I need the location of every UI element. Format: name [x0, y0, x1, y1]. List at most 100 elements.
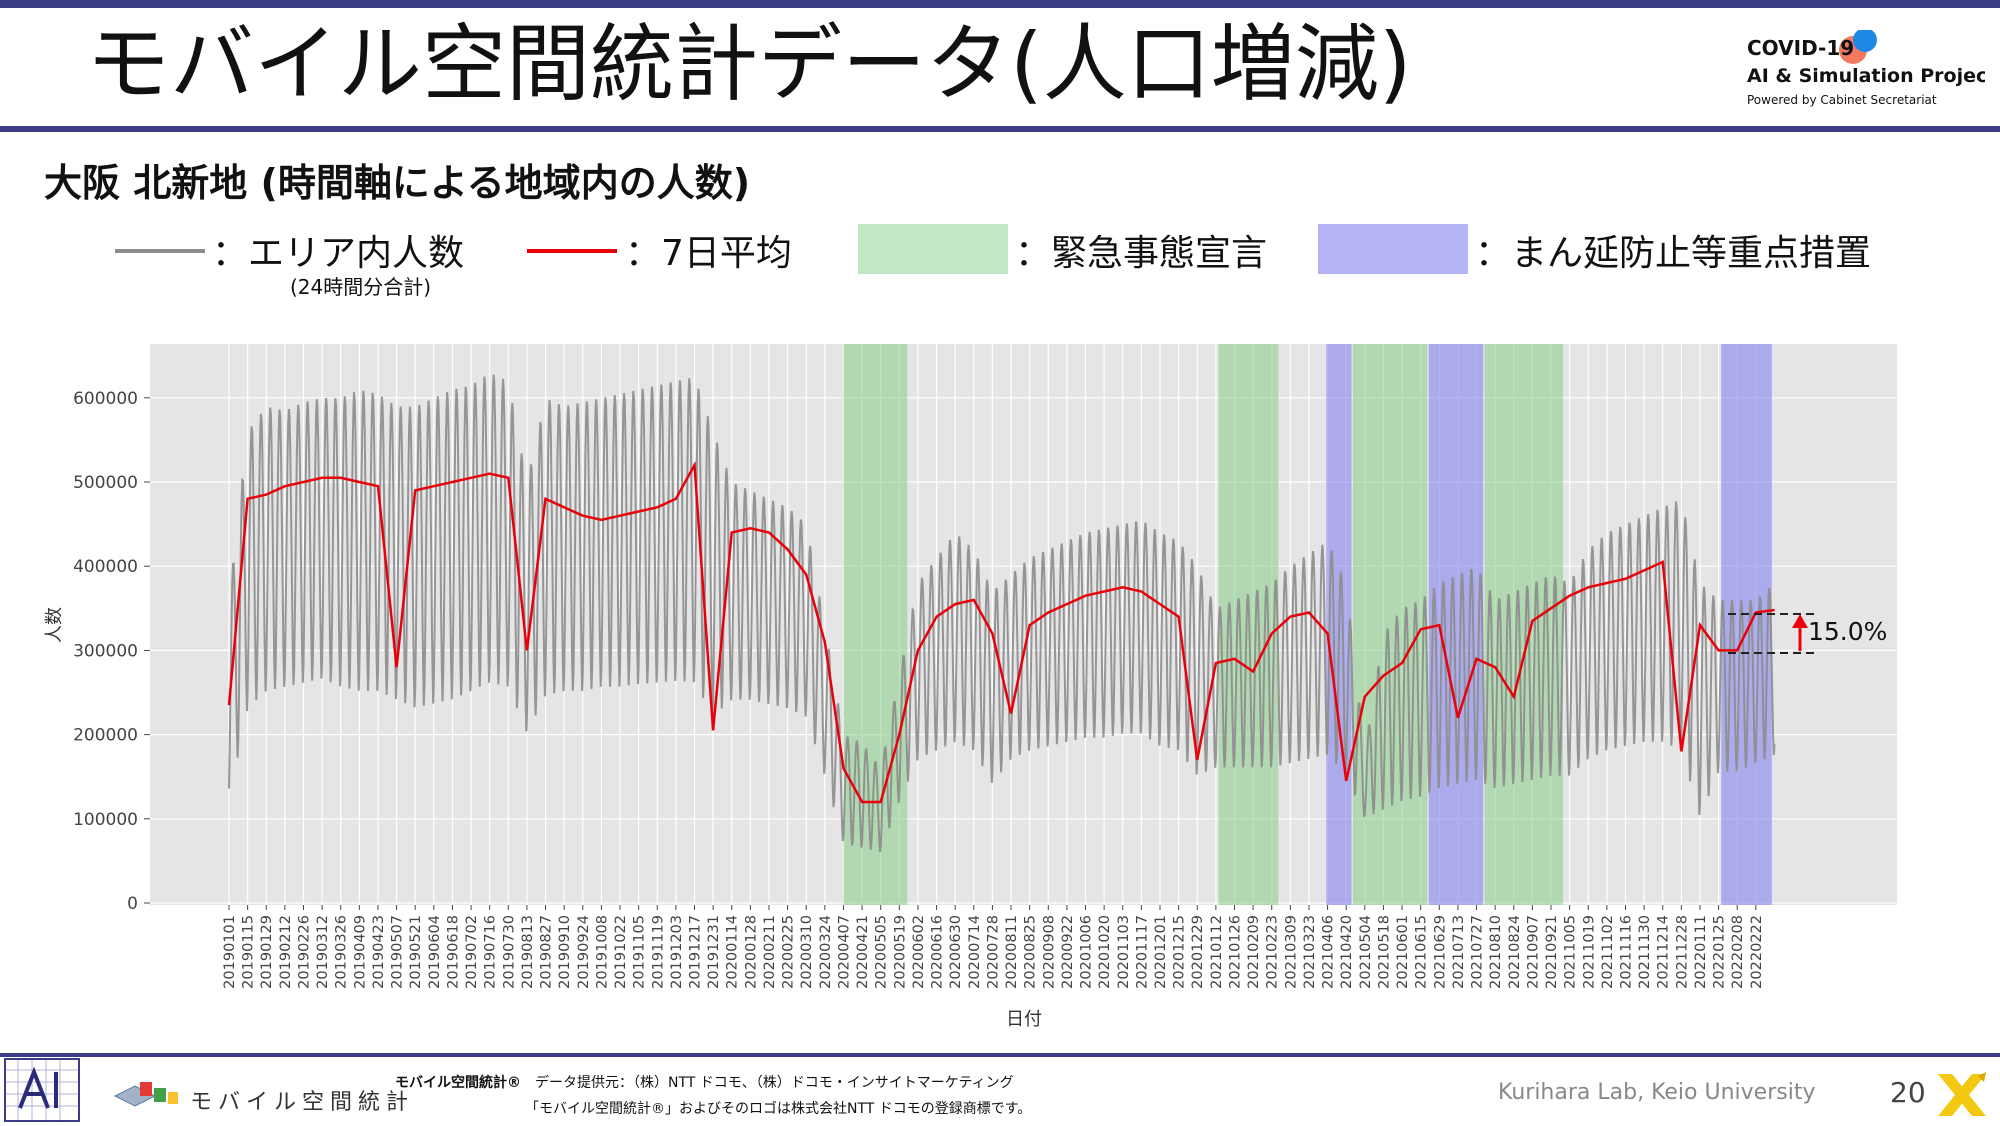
x-tick-label: 20210629 [1432, 915, 1448, 989]
x-tick-label: 20190813 [520, 915, 536, 989]
page-title: モバイル空間統計データ(人口増減) [86, 15, 1412, 113]
x-tick-label: 20191008 [594, 915, 610, 989]
x-tick-label: 20190129 [259, 915, 275, 989]
legend-gray-label: ：エリア内人数 [212, 233, 465, 274]
x-tick-label: 20201229 [1190, 915, 1206, 989]
x-tick-label: 20190618 [445, 915, 461, 989]
x-tick-label: 20200728 [985, 915, 1001, 989]
logo-line2: AI & Simulation Project [1747, 65, 1985, 87]
annotation-label: 15.0% [1808, 617, 1887, 646]
x-tick-label: 20210713 [1451, 915, 1467, 989]
x-tick-label: 20200421 [855, 915, 871, 989]
y-tick-label: 200000 [73, 726, 138, 746]
lab-credit: Kurihara Lab, Keio University [1498, 1080, 1816, 1105]
x-tick-label: 20200922 [1060, 915, 1076, 989]
x-axis-label: 日付 [1006, 1009, 1042, 1030]
x-tick-label: 20210309 [1283, 915, 1299, 989]
x-tick-label: 20220222 [1749, 915, 1765, 989]
x-tick-label: 20190604 [427, 915, 443, 989]
y-tick-label: 0 [127, 894, 138, 914]
x-tick-label: 20210601 [1395, 915, 1411, 989]
x-tick-label: 20220111 [1693, 915, 1709, 989]
footer-note-bold: モバイル空間統計® [395, 1075, 521, 1091]
x-tick-label: 20200602 [911, 915, 927, 989]
footer-border [0, 1053, 2000, 1057]
legend-green-swatch [858, 224, 1008, 274]
x-tick-label: 20200324 [818, 915, 834, 989]
x-tick-label: 20210907 [1525, 915, 1541, 989]
shaded-period [1721, 344, 1772, 905]
x-tick-label: 20200811 [1004, 915, 1020, 989]
x-tick-label: 20210223 [1265, 915, 1281, 989]
x-tick-label: 20210615 [1414, 915, 1430, 989]
x-tick-label: 20191105 [632, 915, 648, 989]
legend-gray-sublabel: (24時間分合計) [290, 275, 432, 299]
y-tick-label: 600000 [73, 389, 138, 409]
x-tick-label: 20210727 [1470, 915, 1486, 989]
x-tick-label: 20191022 [613, 915, 629, 989]
x-tick-label: 20190409 [352, 915, 368, 989]
x-tick-label: 20190226 [296, 915, 312, 989]
x-tick-label: 20191203 [669, 915, 685, 989]
x-tick-label: 20210810 [1488, 915, 1504, 989]
legend-green-label: ：緊急事態宣言 [1015, 233, 1268, 274]
ai-logo [4, 1058, 80, 1122]
x-tick-label: 20200519 [892, 915, 908, 989]
chart-subtitle: 大阪 北新地 (時間軸による地域内の人数) [44, 161, 751, 205]
x-tick-label: 20200407 [836, 915, 852, 989]
x-tick-label: 20211102 [1600, 915, 1616, 989]
x-tick-label: 20190312 [315, 915, 331, 989]
y-tick-label: 100000 [73, 810, 138, 830]
x-tick-label: 20220208 [1730, 915, 1746, 989]
x-tick-label: 20200310 [799, 915, 815, 989]
plot-area [150, 344, 1897, 905]
x-tick-label: 20200114 [725, 915, 741, 989]
x-tick-label: 20190115 [241, 915, 257, 989]
top-border [0, 0, 2000, 8]
mobile-spatial-logo [110, 1074, 200, 1114]
x-logo [1934, 1070, 1990, 1120]
x-tick-label: 20200505 [874, 915, 890, 989]
x-tick-label: 20210504 [1358, 915, 1374, 989]
mobile-spatial-brand: モバイル空間統計 [190, 1090, 415, 1115]
legend-purple-label: ：まん延防止等重点措置 [1475, 233, 1872, 274]
legend-gray-swatch [115, 249, 205, 253]
x-tick-label: 20210406 [1321, 915, 1337, 989]
x-tick-label: 20220125 [1712, 915, 1728, 989]
legend-purple-swatch [1318, 224, 1468, 274]
x-tick-label: 20210209 [1246, 915, 1262, 989]
x-tick-label: 20210420 [1339, 915, 1355, 989]
x-tick-label: 20191119 [650, 915, 666, 989]
seven-day-average-line [227, 460, 1775, 804]
x-tick-label: 20190716 [483, 915, 499, 989]
x-tick-label: 20200616 [930, 915, 946, 989]
logo-blue-circle [1853, 28, 1877, 52]
x-tick-label: 20190702 [464, 915, 480, 989]
x-tick-label: 20210126 [1227, 915, 1243, 989]
x-tick-label: 20211130 [1637, 915, 1653, 989]
x-tick-label: 20190101 [222, 915, 238, 989]
x-tick-label: 20190521 [408, 915, 424, 989]
legend-red-swatch [527, 249, 617, 253]
y-tick-label: 400000 [73, 557, 138, 577]
x-tick-label: 20200225 [781, 915, 797, 989]
x-tick-label: 20190924 [576, 915, 592, 989]
footer-note1: データ提供元：（株）NTT ドコモ、（株）ドコモ・インサイトマーケティング [535, 1075, 1014, 1091]
x-tick-label: 20191231 [706, 915, 722, 989]
x-tick-label: 20190910 [557, 915, 573, 989]
x-tick-label: 20200714 [967, 915, 983, 989]
daily-count-line [228, 374, 1776, 853]
x-tick-label: 20200128 [743, 915, 759, 989]
y-axis-label: 人数 [44, 607, 65, 643]
x-tick-label: 20201215 [1172, 915, 1188, 989]
x-tick-label: 20200908 [1041, 915, 1057, 989]
x-tick-label: 20190730 [501, 915, 517, 989]
x-tick-label: 20191217 [688, 915, 704, 989]
x-tick-label: 20211019 [1581, 915, 1597, 989]
x-tick-label: 20190827 [539, 915, 555, 989]
x-tick-label: 20190507 [390, 915, 406, 989]
x-tick-label: 20200211 [762, 915, 778, 989]
logo-line1: COVID-19 [1747, 36, 1854, 60]
x-tick-label: 20211214 [1656, 915, 1672, 989]
shaded-period [1484, 344, 1563, 905]
